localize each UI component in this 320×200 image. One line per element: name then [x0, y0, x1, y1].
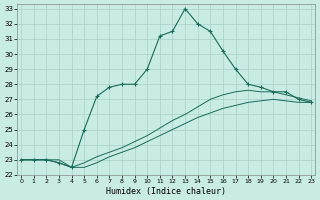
X-axis label: Humidex (Indice chaleur): Humidex (Indice chaleur)	[106, 187, 226, 196]
